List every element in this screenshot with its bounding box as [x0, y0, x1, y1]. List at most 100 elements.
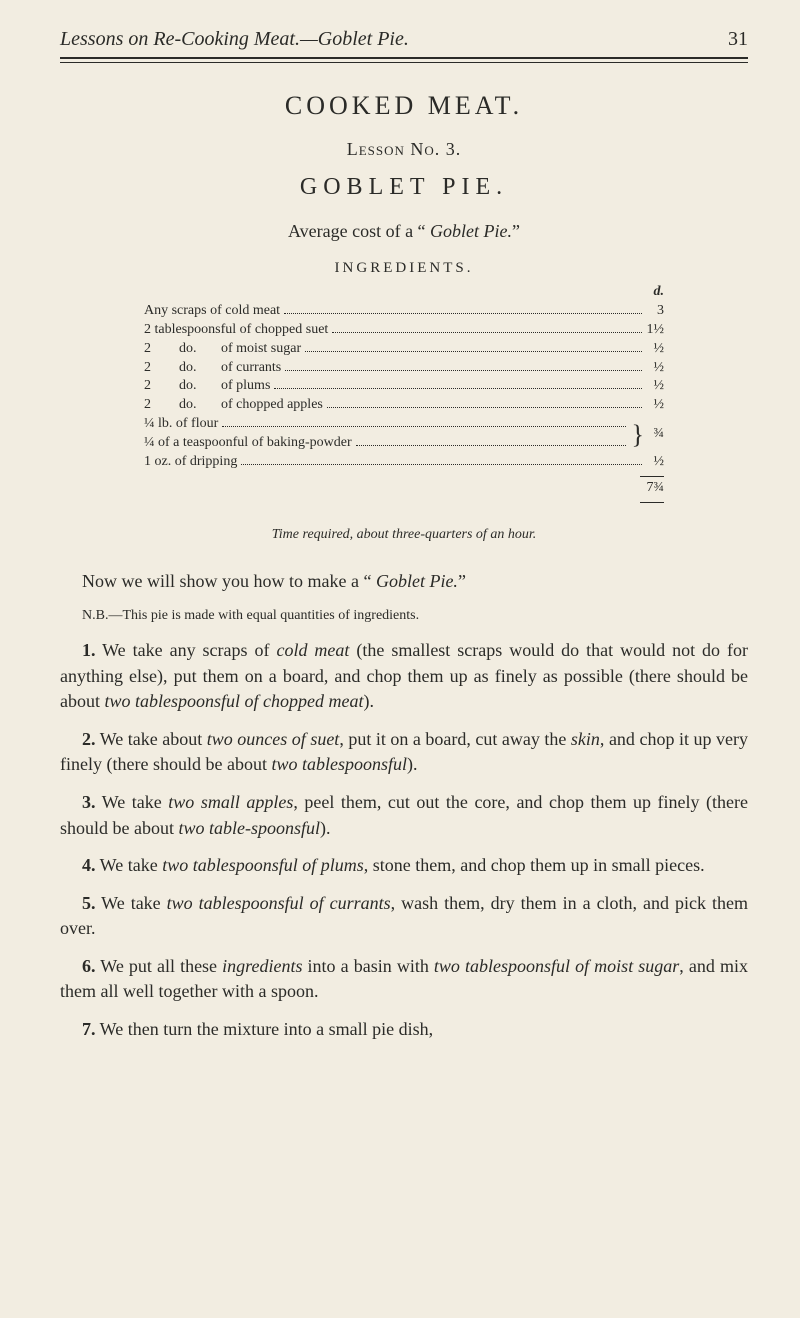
ingredient-row: ¼ of a teaspoonful of baking-powder [144, 434, 630, 453]
step-paragraph: 3. We take two small apples, peel them, … [60, 790, 748, 841]
italic-run: two tablespoonsful of currants [167, 893, 391, 913]
brace-icon: } [632, 432, 644, 437]
italic-run: ingredients [222, 956, 302, 976]
ingredient-cost: ½ [646, 453, 664, 472]
step-number: 7. [82, 1019, 96, 1039]
ingredient-label: 2 do. of chopped apples [144, 396, 323, 415]
leader-dots [332, 322, 642, 333]
text-run: , stone them, and chop them up in small … [364, 855, 705, 875]
page: Lessons on Re-Cooking Meat.—Goblet Pie. … [0, 0, 800, 1318]
running-head: Lessons on Re-Cooking Meat.—Goblet Pie. … [60, 28, 748, 59]
text-run: We take any scraps of [96, 640, 277, 660]
total-row: 7¾ [144, 479, 664, 498]
italic-run: two tablespoonsful of plums [162, 855, 364, 875]
ingredient-row: 2 do. of currants ½ [144, 359, 664, 378]
ingredient-row: 2 do. of plums ½ [144, 377, 664, 396]
text-run: We then turn the mixture into a small pi… [96, 1019, 434, 1039]
ingredient-cost: 3 [646, 302, 664, 321]
ingredient-label: 2 do. of moist sugar [144, 340, 301, 359]
leader-dots [274, 379, 642, 390]
recipe-title: GOBLET PIE. [60, 174, 748, 201]
italic-run: two tablespoonsful of moist sugar [434, 956, 679, 976]
text-run: We take about [96, 729, 207, 749]
italic-run: two tablespoonsful of chopped meat [105, 691, 364, 711]
total-cost: 7¾ [646, 479, 664, 498]
step-paragraph: 6. We put all these ingredients into a b… [60, 954, 748, 1005]
avg-prefix: Average cost of a “ [288, 221, 430, 241]
step-paragraph: 4. We take two tablespoonsful of plums, … [60, 853, 748, 879]
note-nb: N.B.—This pie is made with equal quantit… [60, 606, 748, 626]
cost-column-header: d. [144, 283, 664, 302]
ingredient-row: ¼ lb. of flour [144, 415, 630, 434]
leader-dots [285, 360, 642, 371]
step-number: 4. [82, 855, 96, 875]
step-paragraph: 1. We take any scraps of cold meat (the … [60, 638, 748, 715]
step-number: 1. [82, 640, 96, 660]
ingredient-cost: ½ [646, 377, 664, 396]
intro-suffix: ” [458, 571, 466, 591]
step-paragraph: 7. We then turn the mixture into a small… [60, 1017, 748, 1043]
ingredient-row: 2 tablespoonsful of chopped suet 1½ [144, 321, 664, 340]
step-paragraph: 2. We take about two ounces of suet, put… [60, 727, 748, 778]
intro-prefix: Now we will show you how to make a “ [82, 571, 376, 591]
rule [60, 62, 748, 63]
italic-run: cold meat [276, 640, 349, 660]
time-required: Time required, about three-quarters of a… [60, 527, 748, 543]
ingredient-row: 2 do. of moist sugar ½ [144, 340, 664, 359]
ingredient-cost: ½ [646, 359, 664, 378]
ingredient-label: 2 do. of plums [144, 377, 270, 396]
italic-run: two ounces of suet [207, 729, 340, 749]
ingredient-label: ¼ lb. of flour [144, 415, 218, 434]
lesson-number: Lesson No. 3. [60, 139, 748, 160]
running-title: Lessons on Re-Cooking Meat.—Goblet Pie. [60, 28, 409, 51]
leader-dots [327, 398, 642, 409]
text-run: ). [407, 754, 418, 774]
ingredient-cost: 1½ [646, 321, 664, 340]
step-number: 2. [82, 729, 96, 749]
avg-suffix: ” [512, 221, 520, 241]
leader-dots [305, 341, 642, 352]
text-run: We take [96, 893, 167, 913]
step-number: 3. [82, 792, 96, 812]
intro-line: Now we will show you how to make a “ Gob… [60, 569, 748, 595]
text-run: , put it on a board, cut away the [339, 729, 571, 749]
total-rule [640, 502, 664, 503]
text-run: We take [96, 792, 169, 812]
body-text: Now we will show you how to make a “ Gob… [60, 569, 748, 1043]
intro-name: Goblet Pie. [376, 571, 458, 591]
ingredient-row: 1 oz. of dripping ½ [144, 453, 664, 472]
ingredient-label: 2 do. of currants [144, 359, 281, 378]
text-run: ). [363, 691, 374, 711]
ingredients-block: d. Any scraps of cold meat 3 2 tablespoo… [144, 283, 664, 503]
text-run: into a basin with [302, 956, 433, 976]
leader-dots [356, 435, 626, 446]
section-title: COOKED MEAT. [60, 91, 748, 121]
text-run: We take [96, 855, 163, 875]
italic-run: two tablespoonsful [271, 754, 407, 774]
ingredient-label: 1 oz. of dripping [144, 453, 237, 472]
ingredient-cost: ½ [646, 396, 664, 415]
step-number: 6. [82, 956, 96, 976]
italic-run: skin [571, 729, 600, 749]
page-number: 31 [728, 28, 748, 51]
step-paragraph: 5. We take two tablespoonsful of currant… [60, 891, 748, 942]
ingredient-cost: ½ [646, 340, 664, 359]
step-number: 5. [82, 893, 96, 913]
brace-group: ¼ lb. of flour ¼ of a teaspoonful of bak… [144, 415, 664, 453]
ingredient-row: Any scraps of cold meat 3 [144, 302, 664, 321]
ingredient-row: 2 do. of chopped apples ½ [144, 396, 664, 415]
italic-run: two table-spoonsful [179, 818, 321, 838]
text-run: ). [320, 818, 331, 838]
ingredient-label: ¼ of a teaspoonful of baking-powder [144, 434, 352, 453]
avg-name: Goblet Pie. [430, 221, 512, 241]
average-cost-line: Average cost of a “ Goblet Pie.” [60, 221, 748, 242]
leader-dots [284, 303, 642, 314]
ingredient-label: Any scraps of cold meat [144, 302, 280, 321]
leader-dots [222, 416, 625, 427]
ingredient-cost: ¾ [646, 425, 664, 444]
ingredients-heading: INGREDIENTS. [60, 260, 748, 277]
leader-dots [241, 454, 642, 465]
total-rule [640, 476, 664, 477]
ingredient-label: 2 tablespoonsful of chopped suet [144, 321, 328, 340]
text-run: We put all these [96, 956, 223, 976]
